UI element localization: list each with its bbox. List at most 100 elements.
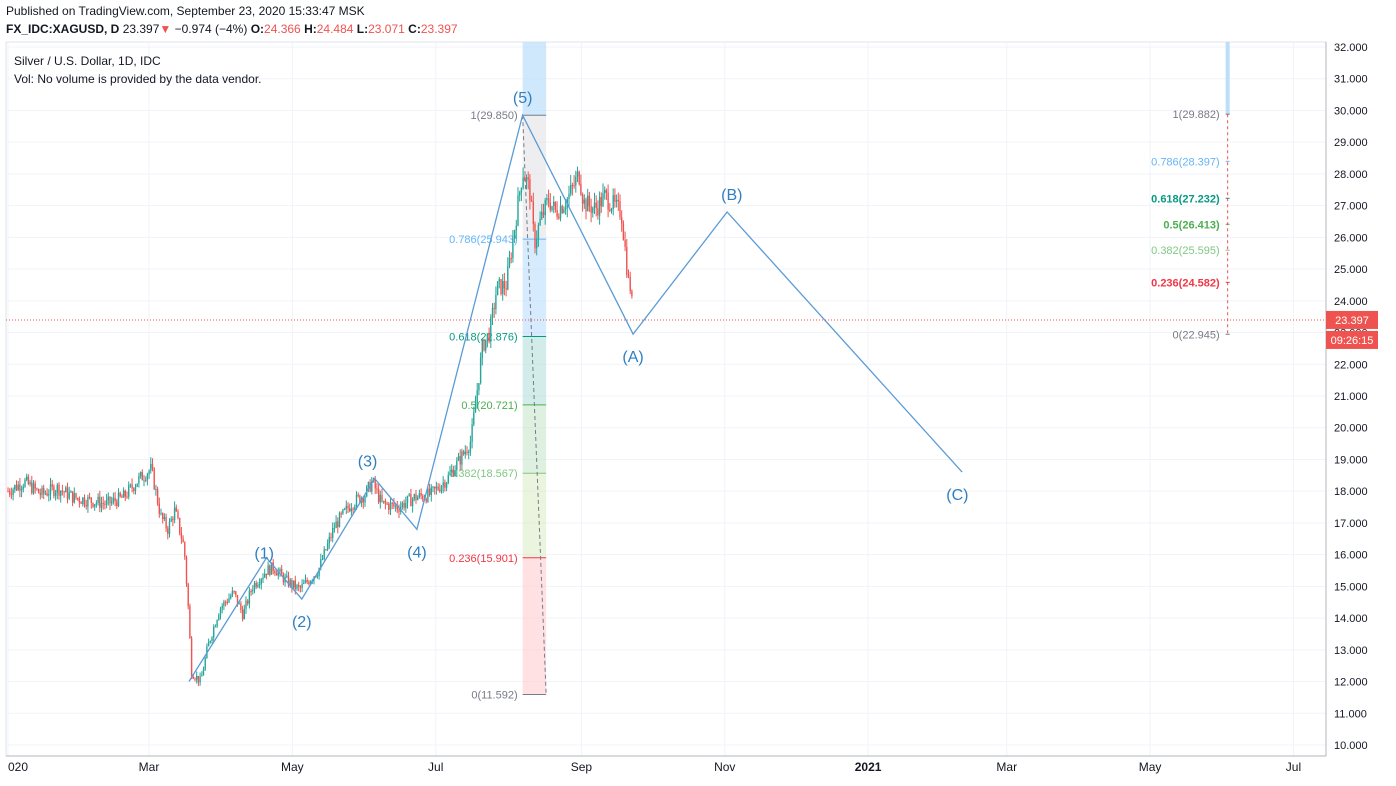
- wave-label: (3): [358, 453, 378, 470]
- candle-body: [141, 472, 143, 481]
- candle-body: [265, 573, 268, 575]
- close-value: 23.397: [420, 22, 458, 36]
- candle-body: [100, 502, 103, 508]
- candle-body: [247, 600, 249, 604]
- candle-body: [20, 488, 23, 491]
- candle-body: [204, 658, 206, 670]
- candle-body: [10, 493, 13, 496]
- time-highlight: [522, 42, 547, 116]
- candle-body: [578, 171, 580, 184]
- candle-body: [70, 491, 72, 493]
- candle-body: [182, 538, 184, 543]
- candle-body: [41, 487, 43, 496]
- candle-body: [238, 603, 240, 605]
- candle-body: [505, 288, 507, 290]
- candle-body: [175, 507, 177, 512]
- candle-body: [17, 484, 19, 490]
- candle-body: [320, 559, 322, 568]
- candle-body: [277, 571, 279, 576]
- fib-zone: [522, 404, 547, 474]
- candle-body: [396, 505, 398, 510]
- candle-body: [301, 583, 303, 588]
- candle-body: [58, 484, 60, 496]
- candle-body: [78, 498, 81, 503]
- candle-body: [162, 513, 164, 519]
- candle-body: [388, 503, 390, 511]
- candle-body: [279, 569, 281, 572]
- candle-body: [134, 486, 137, 491]
- countdown-value: 09:26:15: [1331, 335, 1374, 347]
- candle-body: [456, 460, 458, 471]
- fib-zone: [522, 557, 547, 695]
- candle-body: [513, 230, 516, 239]
- candle-body: [445, 482, 448, 488]
- price-change: −0.974 (−4%): [174, 22, 248, 36]
- last-price: 23.397: [122, 22, 160, 36]
- candle-body: [180, 533, 183, 539]
- x-tick-label: Mar: [139, 760, 160, 774]
- candle-body: [168, 521, 171, 535]
- candle-body: [580, 183, 582, 195]
- candle-body: [46, 493, 48, 496]
- candle-body: [255, 582, 257, 587]
- y-tick-label: 20.000: [1334, 423, 1368, 435]
- countdown-box: [1326, 330, 1378, 349]
- candle-body: [32, 483, 35, 494]
- candle-body: [491, 307, 494, 318]
- candle-body: [75, 493, 77, 499]
- candle-body: [435, 486, 438, 489]
- candle-body: [306, 580, 308, 582]
- y-tick-label: 18.000: [1334, 486, 1368, 498]
- candle-body: [570, 185, 572, 194]
- candle-body: [294, 580, 296, 589]
- down-arrow-icon: ▼: [159, 22, 172, 36]
- candle-body: [376, 488, 378, 490]
- y-tick-label: 32.000: [1334, 42, 1368, 54]
- candle-body: [119, 492, 121, 497]
- wave-label: (B): [721, 187, 742, 204]
- candle-body: [136, 483, 138, 487]
- fib-retracement[interactable]: 1(29.850)0.786(25.943)0.618(22.876)0.5(2…: [449, 42, 1230, 701]
- fib-level-label: 0.236(15.901): [449, 553, 518, 565]
- candle-body: [481, 340, 483, 358]
- candle-body: [342, 509, 344, 514]
- candle-body: [512, 238, 514, 259]
- x-tick-label: Jul: [1286, 760, 1301, 774]
- candle-body: [573, 185, 575, 187]
- candle-body: [197, 675, 200, 683]
- candle-body: [245, 600, 247, 609]
- candle-body: [539, 218, 541, 225]
- y-tick-label: 16.000: [1334, 550, 1368, 562]
- candle-body: [248, 590, 251, 604]
- candle-body: [386, 503, 388, 505]
- candle-body: [553, 201, 555, 206]
- candle-body: [116, 501, 118, 507]
- candle-body: [34, 483, 36, 489]
- candle-body: [389, 502, 392, 511]
- candle-body: [49, 484, 52, 495]
- candle-body: [68, 492, 70, 499]
- candle-body: [427, 488, 429, 502]
- candle-body: [9, 491, 11, 494]
- candle-body: [173, 507, 176, 521]
- candle-body: [262, 577, 264, 580]
- candle-body: [269, 565, 271, 575]
- elliott-wave[interactable]: (1) (2) (3) (4) (5) (A) (B) (C): [188, 90, 969, 682]
- candle-body: [534, 224, 536, 249]
- candle-body: [308, 581, 310, 584]
- candle-body: [498, 279, 500, 282]
- candle-body: [622, 223, 625, 241]
- candle-body: [14, 485, 16, 490]
- close-label: C:: [408, 22, 421, 36]
- candle-body: [627, 275, 630, 278]
- candle-body: [184, 542, 186, 557]
- candle-body: [571, 185, 574, 187]
- candle-body: [352, 508, 354, 510]
- candle-body: [330, 536, 332, 538]
- candle-body: [231, 590, 234, 597]
- candle-body: [590, 205, 592, 213]
- candle-body: [595, 202, 597, 209]
- candle-body: [230, 596, 232, 599]
- plot-frame: [5, 41, 1327, 757]
